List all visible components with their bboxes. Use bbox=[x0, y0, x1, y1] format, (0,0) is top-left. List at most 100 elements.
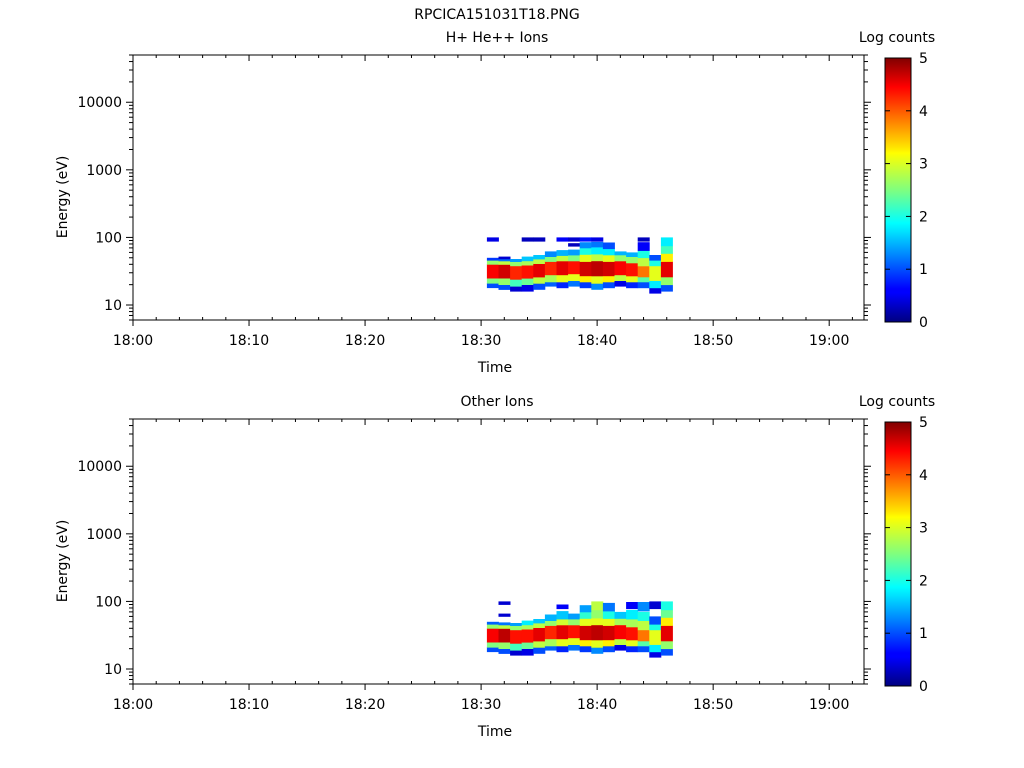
spectrogram-cell bbox=[498, 648, 511, 654]
spectrogram-cell bbox=[626, 275, 639, 283]
spectrogram-cell bbox=[556, 260, 569, 276]
panel-other-ions: Other Ions Log counts Energy (eV) Time 1… bbox=[55, 394, 935, 740]
spectrogram-cell bbox=[544, 620, 557, 626]
spectrogram-cell bbox=[498, 260, 511, 265]
spectrogram-cell bbox=[568, 255, 581, 262]
spectrogram-cell bbox=[637, 641, 650, 647]
spectrogram-cell bbox=[602, 618, 615, 626]
spectrogram-cell bbox=[602, 602, 615, 612]
spectrogram-cell bbox=[579, 242, 592, 249]
panel-h-he-ions: H+ He++ Ions Log counts Energy (eV) Time… bbox=[55, 30, 935, 376]
spectrogram-cell bbox=[568, 260, 581, 275]
panel-title: Other Ions bbox=[460, 394, 533, 410]
spectrogram-cell bbox=[521, 278, 534, 285]
colorbar bbox=[884, 421, 912, 687]
spectrogram-cell bbox=[579, 639, 592, 647]
x-tick-label: 18:40 bbox=[577, 333, 617, 349]
spectrogram-cell bbox=[649, 644, 662, 653]
spectrogram-cell bbox=[579, 605, 592, 613]
spectrogram-cell bbox=[521, 648, 534, 656]
spectrogram-cell bbox=[591, 647, 604, 654]
spectrogram-cell bbox=[579, 611, 592, 619]
y-tick-label: 100 bbox=[95, 594, 122, 610]
spectrogram-cell bbox=[486, 624, 499, 629]
spectrogram-cell bbox=[533, 647, 546, 654]
spectrogram-cell bbox=[649, 601, 662, 610]
spectrogram-cell bbox=[521, 642, 534, 649]
spectrogram-cell bbox=[649, 280, 662, 289]
spectrogram-cell bbox=[556, 619, 569, 626]
y-tick-label: 10 bbox=[104, 298, 122, 314]
spectrogram-cell bbox=[510, 279, 523, 287]
spectrogram-cell bbox=[602, 242, 615, 250]
spectrogram-cell bbox=[579, 237, 592, 242]
spectrogram-cell bbox=[498, 258, 511, 262]
spectrogram-cell bbox=[544, 251, 557, 257]
x-ticks: 18:00 18:10 18:20 18:30 18:40 18:50 19:00 bbox=[113, 55, 853, 349]
spectrogram-cell bbox=[533, 277, 546, 284]
spectrogram-cell bbox=[626, 252, 639, 257]
spectrogram-cell bbox=[521, 265, 534, 279]
spectrogram-cell bbox=[660, 617, 673, 626]
spectrogram-cell bbox=[626, 262, 639, 277]
spectrogram-cell bbox=[626, 609, 639, 620]
x-tick-label: 18:10 bbox=[229, 697, 269, 713]
spectrogram-cell bbox=[510, 629, 523, 644]
spectrogram-cell bbox=[510, 625, 523, 631]
spectrogram-cell bbox=[614, 624, 627, 640]
spectrogram-cell bbox=[591, 275, 604, 284]
x-tick-label: 18:00 bbox=[113, 333, 153, 349]
spectrogram-cell bbox=[568, 619, 581, 626]
spectrogram-cell bbox=[486, 647, 499, 653]
spectrogram-cell bbox=[614, 644, 627, 651]
spectrogram-cell bbox=[568, 613, 581, 620]
spectrogram-cell bbox=[521, 237, 534, 242]
y-tick-label: 10 bbox=[104, 662, 122, 678]
spectrogram-cell bbox=[568, 237, 581, 242]
y-axis-label: Energy (eV) bbox=[55, 156, 71, 239]
x-tick-label: 18:20 bbox=[345, 697, 385, 713]
spectrogram-cell bbox=[614, 280, 627, 287]
colorbar-tick-label: 5 bbox=[919, 415, 928, 431]
spectrogram-cell bbox=[637, 250, 650, 259]
spectrogram-cell bbox=[579, 247, 592, 255]
spectrogram-cell bbox=[521, 260, 534, 266]
x-tick-label: 18:10 bbox=[229, 333, 269, 349]
spectrogram-cell bbox=[568, 243, 581, 247]
y-tick-label: 10000 bbox=[77, 95, 122, 111]
spectrogram-cell bbox=[637, 620, 650, 631]
colorbar-label: Log counts bbox=[859, 30, 935, 46]
x-tick-label: 18:30 bbox=[461, 697, 501, 713]
spectrogram-cell bbox=[579, 645, 592, 653]
spectrogram-cell bbox=[510, 623, 523, 626]
spectrogram-cell bbox=[510, 286, 523, 292]
spectrogram-cell bbox=[533, 623, 546, 628]
spectrogram-cell bbox=[579, 254, 592, 262]
spectrogram-cell bbox=[591, 253, 604, 262]
spectrogram-cell bbox=[568, 273, 581, 281]
spectrogram-cells bbox=[486, 237, 673, 294]
colorbar-tick-label: 1 bbox=[919, 626, 928, 642]
spectrogram-cell bbox=[660, 625, 673, 642]
colorbar-ticks: 0 1 2 3 4 5 bbox=[885, 51, 928, 331]
spectrogram-cell bbox=[660, 253, 673, 262]
spectrogram-cell bbox=[591, 601, 604, 611]
spectrogram-cell bbox=[544, 261, 557, 276]
spectrogram-cell bbox=[533, 259, 546, 264]
spectrogram-cell bbox=[579, 261, 592, 277]
spectrogram-cell bbox=[660, 284, 673, 292]
spectrogram-cell bbox=[637, 281, 650, 289]
spectrogram-cell bbox=[602, 281, 615, 289]
spectrogram-cell bbox=[498, 613, 511, 617]
spectrogram-cell bbox=[556, 281, 569, 289]
spectrogram-cell bbox=[498, 624, 511, 629]
plot-frame bbox=[132, 54, 865, 321]
spectrogram-cell bbox=[486, 621, 499, 625]
spectrogram-cell bbox=[510, 643, 523, 651]
spectrogram-cell bbox=[626, 602, 639, 610]
spectrogram-cell bbox=[602, 248, 615, 256]
spectrogram-cell bbox=[556, 604, 569, 610]
y-tick-label: 1000 bbox=[86, 527, 122, 543]
spectrogram-cell bbox=[556, 645, 569, 653]
